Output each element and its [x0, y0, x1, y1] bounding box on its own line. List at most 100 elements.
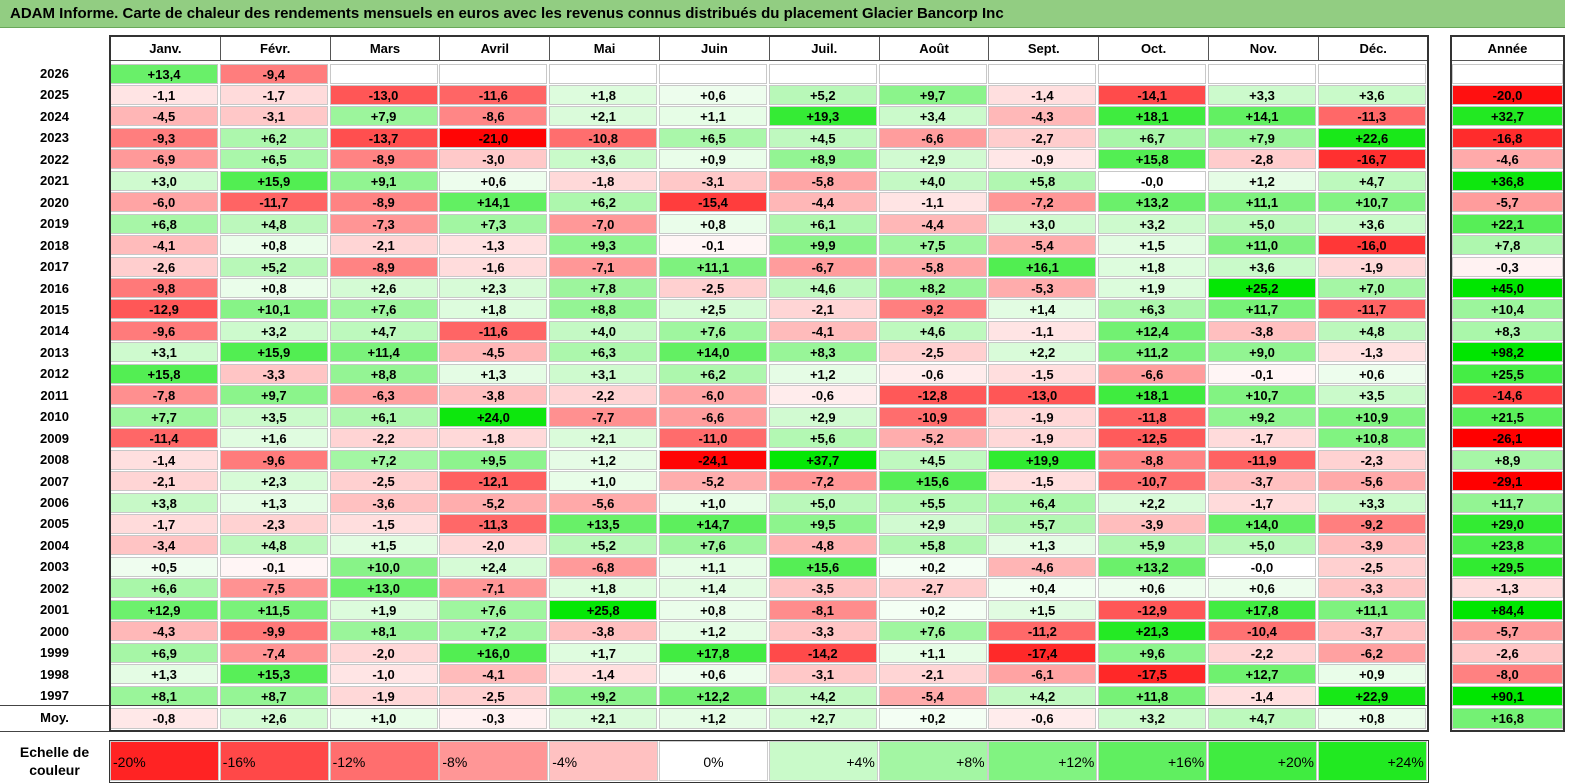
heatmap-cell: -7,2	[988, 192, 1097, 213]
heatmap-cell: +8,1	[110, 685, 218, 706]
heatmap-cell: +0,8	[219, 235, 328, 256]
row-year-label: 1999	[40, 645, 69, 661]
row-year-label: 2009	[40, 430, 69, 446]
row-year-label: 1997	[40, 688, 69, 704]
heatmap-cell: -11,7	[1317, 299, 1426, 320]
heatmap-cell: +3,6	[1317, 213, 1426, 234]
heatmap-cell: +1,8	[549, 84, 658, 105]
heatmap-cell: +0,4	[988, 578, 1097, 599]
row-year-label: 2005	[40, 516, 69, 532]
heatmap-cell	[988, 63, 1097, 84]
heatmap-cell: +15,6	[878, 471, 987, 492]
heatmap-cell: +3,3	[1208, 84, 1316, 105]
month-header: Juil.	[768, 36, 880, 61]
heatmap-cell: +4,0	[878, 170, 987, 191]
annual-total-cell: +22,1	[1452, 213, 1563, 234]
row-year-label: 2012	[40, 366, 69, 382]
heatmap-cell: -7,8	[110, 385, 218, 406]
heatmap-cell: -2,0	[329, 642, 438, 663]
heatmap-cell: +7,9	[329, 106, 438, 127]
annual-total-cell: +11,7	[1452, 492, 1563, 513]
row-year-label: 2001	[40, 602, 69, 618]
heatmap-cell: -3,9	[1098, 513, 1207, 534]
heatmap-cell: +11,4	[329, 342, 438, 363]
heatmap-cell: +3,2	[219, 320, 328, 341]
heatmap-cell: +5,0	[768, 492, 877, 513]
heatmap-cell: +13,5	[549, 513, 658, 534]
heatmap-cell: -3,0	[439, 149, 548, 170]
row-year-label: 2020	[40, 194, 69, 210]
heatmap-cell: +13,0	[329, 578, 438, 599]
heatmap-cell: +4,6	[768, 278, 877, 298]
heatmap-cell: -8,9	[329, 149, 438, 170]
color-scale-step: 0%	[659, 741, 768, 781]
heatmap-cell: +25,8	[549, 599, 658, 620]
heatmap-cell: -2,1	[329, 235, 438, 256]
heatmap-cell: +11,1	[659, 256, 767, 277]
heatmap-cell: -1,8	[439, 428, 548, 449]
heatmap-cell: +4,8	[1317, 320, 1426, 341]
heatmap-cell: -2,2	[549, 385, 658, 406]
color-scale-step: +8%	[878, 741, 988, 781]
heatmap-cell: +17,8	[1208, 599, 1316, 620]
row-year-label: 2015	[40, 301, 69, 317]
average-cell: +0,8	[1317, 708, 1426, 729]
heatmap-cell: +7,9	[1208, 127, 1316, 148]
heatmap-cell	[1317, 63, 1426, 84]
heatmap-cell: +9,5	[439, 449, 548, 470]
annual-total-cell: +32,7	[1452, 106, 1563, 127]
heatmap-cell: -8,6	[439, 106, 548, 127]
heatmap-cell: -21,0	[439, 127, 548, 148]
heatmap-cell: -0,0	[1208, 556, 1316, 577]
heatmap-cell	[878, 63, 987, 84]
average-row-label: Moy.	[40, 710, 69, 725]
heatmap-cell: -5,8	[768, 170, 877, 191]
heatmap-cell: -1,5	[988, 471, 1097, 492]
heatmap-cell: -3,6	[329, 492, 438, 513]
heatmap-cell: +5,2	[549, 535, 658, 556]
heatmap-cell: -11,7	[219, 192, 328, 213]
heatmap-cell: +5,6	[768, 428, 877, 449]
heatmap-cell: +15,8	[1098, 149, 1207, 170]
color-scale-label-line1: Echelle de	[19, 744, 90, 760]
heatmap-cell: +16,0	[439, 642, 548, 663]
heatmap-cell: -1,4	[110, 449, 218, 470]
heatmap-cell: -4,3	[110, 621, 218, 642]
heatmap-cell: +4,5	[768, 127, 877, 148]
heatmap-cell: -2,3	[1317, 449, 1426, 470]
heatmap-cell: -2,2	[1208, 642, 1316, 663]
row-year-label: 2016	[40, 280, 69, 296]
heatmap-cell: +2,2	[988, 342, 1097, 363]
heatmap-cell: +15,9	[219, 170, 328, 191]
heatmap-cell: -12,5	[1098, 428, 1207, 449]
annual-total-cell: -14,6	[1452, 385, 1563, 406]
heatmap-cell: -3,7	[1208, 471, 1316, 492]
heatmap-cell: -0,1	[219, 556, 328, 577]
heatmap-cell: +14,7	[659, 513, 767, 534]
heatmap-cell: -9,6	[219, 449, 328, 470]
month-header: Avril	[439, 36, 551, 61]
row-year-label: 2002	[40, 580, 69, 596]
heatmap-cell: -13,0	[329, 84, 438, 105]
heatmap-cell: -1,0	[329, 664, 438, 685]
heatmap-cell: +11,1	[1208, 192, 1316, 213]
heatmap-cell: -5,6	[549, 492, 658, 513]
heatmap-cell: +7,6	[659, 320, 767, 341]
heatmap-cell: +7,0	[1317, 278, 1426, 298]
heatmap-cell: +6,2	[219, 127, 328, 148]
heatmap-cell: -9,8	[110, 278, 218, 298]
row-year-label: 2017	[40, 259, 69, 275]
row-year-label: 2010	[40, 409, 69, 425]
heatmap-cell: -6,0	[110, 192, 218, 213]
heatmap-cell: +2,4	[439, 556, 548, 577]
color-scale-step: -16%	[219, 741, 329, 781]
page-title: ADAM Informe. Carte de chaleur des rende…	[0, 0, 1565, 28]
row-year-label: 2007	[40, 473, 69, 489]
heatmap-cell: +10,1	[219, 299, 328, 320]
heatmap-cell: +1,5	[1098, 235, 1207, 256]
heatmap-cell: +6,1	[768, 213, 877, 234]
heatmap-cell: +1,6	[219, 428, 328, 449]
heatmap-cell: +9,1	[329, 170, 438, 191]
heatmap-cell: +22,9	[1317, 685, 1426, 706]
heatmap-cell: +6,4	[988, 492, 1097, 513]
